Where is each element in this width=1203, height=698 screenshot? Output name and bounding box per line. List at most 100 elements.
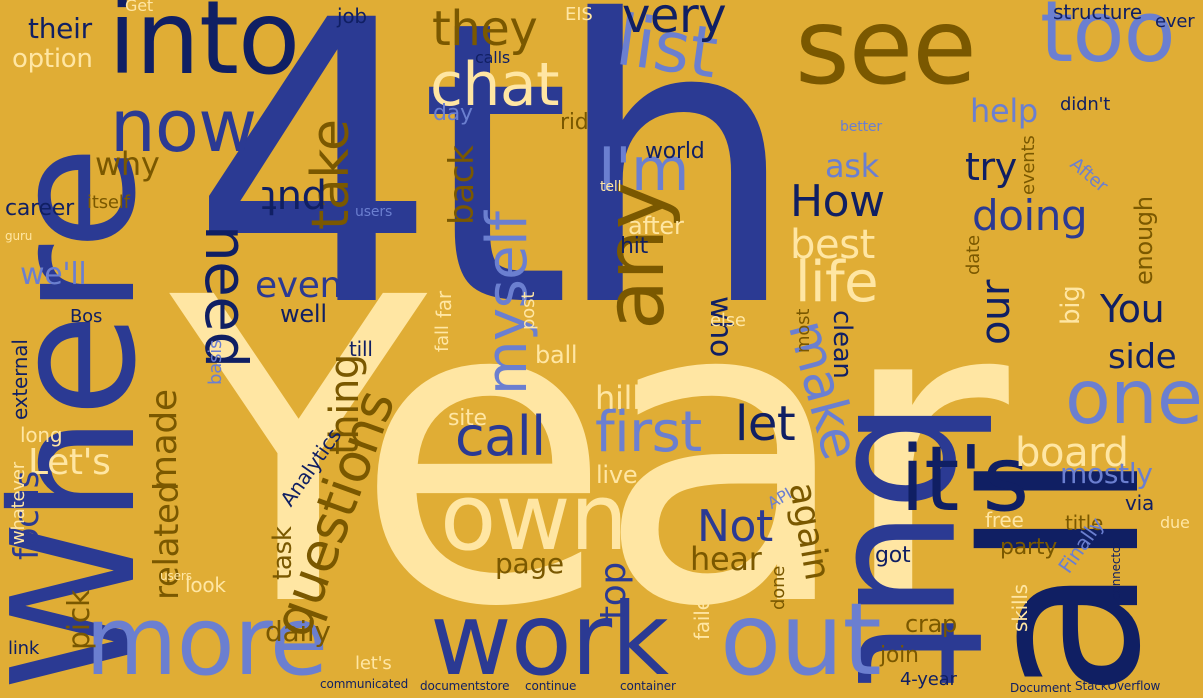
word-made: made — [144, 389, 185, 490]
word-now: now — [110, 84, 257, 168]
word-ball: ball — [535, 341, 578, 369]
word-users2: users — [160, 569, 192, 583]
word-well-short: we'll — [20, 257, 87, 292]
word-see: see — [795, 0, 977, 108]
word-top: top — [593, 562, 634, 620]
word-back: back — [442, 145, 482, 225]
word-most: most — [793, 308, 814, 353]
word-try: try — [965, 145, 1017, 189]
word-done: done — [768, 565, 789, 610]
word-ever: ever — [1155, 11, 1195, 32]
word-join: join — [880, 643, 919, 668]
word-bos: Bos — [70, 306, 103, 327]
word-daily: daily — [265, 615, 331, 648]
word-connector: connector — [1109, 540, 1123, 600]
word-not: Not — [697, 501, 773, 552]
word-after: after — [628, 212, 684, 240]
word-life: life — [795, 250, 879, 315]
word-out: out — [720, 581, 882, 698]
word-lets-lower: let's — [355, 653, 392, 674]
word-why: why — [95, 145, 160, 183]
word-how: How — [790, 176, 885, 227]
word-post: post — [518, 291, 539, 330]
word-big: big — [1056, 285, 1086, 325]
word-better: better — [840, 119, 883, 135]
word-you: You — [1100, 287, 1165, 331]
word-long: long — [20, 423, 63, 447]
word-continue: continue — [525, 679, 577, 693]
word-into: into — [108, 0, 300, 98]
word-one: one — [1065, 353, 1203, 441]
word-via: via — [1125, 491, 1155, 515]
word-guru: guru — [5, 229, 33, 243]
word-hill: hill — [595, 379, 641, 417]
word-work: work — [430, 581, 669, 698]
word-structure: structure — [1053, 0, 1142, 24]
word-year: Year — [170, 210, 1009, 698]
word-their: their — [28, 12, 92, 45]
word-look: look — [185, 573, 226, 597]
word-title: title — [1065, 511, 1104, 535]
word-day: day — [433, 101, 473, 126]
word-chat: chat — [430, 50, 560, 120]
word-very: very — [622, 0, 727, 44]
word-party: party — [1000, 535, 1058, 560]
word-crap: crap — [905, 610, 958, 638]
word-4year: 4-year — [900, 669, 957, 690]
word-after2: After — [1065, 153, 1112, 197]
word-option: option — [12, 44, 93, 74]
word-era: era — [393, 520, 422, 541]
word-link: link — [8, 638, 40, 659]
word-skills: skills — [1008, 584, 1032, 632]
word-doing: doing — [972, 191, 1088, 240]
word-else: else — [710, 310, 746, 331]
word-whatever: whatever — [8, 462, 29, 545]
word-its: it's — [900, 427, 1029, 532]
word-events: events — [1018, 135, 1039, 195]
word-basis: basis — [205, 339, 226, 385]
word-job: job — [337, 4, 367, 28]
word-external: external — [8, 339, 32, 420]
word-put: put — [261, 177, 327, 223]
word-4th: 4th — [190, 0, 799, 392]
word-mostly: mostly — [1060, 457, 1153, 490]
word-career: career — [5, 196, 74, 221]
word-task: task — [268, 526, 298, 580]
word-side: side — [1108, 337, 1177, 377]
word-call: call — [455, 405, 546, 468]
word-free: free — [985, 508, 1024, 532]
word-far: far — [432, 291, 456, 318]
word-let: let — [735, 396, 796, 452]
word-even: even — [255, 265, 342, 306]
word-failed: failed — [690, 585, 714, 640]
word-communicated: communicated — [320, 677, 409, 691]
word-im: I'm — [598, 135, 689, 205]
word-enough: enough — [1130, 196, 1158, 285]
word-well: well — [280, 300, 327, 328]
word-first: first — [595, 400, 702, 465]
word-they: they — [432, 1, 538, 57]
word-world: world — [645, 139, 705, 164]
word-date: date — [963, 235, 984, 275]
word-tell: tell — [600, 179, 622, 195]
word-more: more — [85, 587, 328, 697]
word-users: users — [355, 204, 393, 220]
word-rid: rid — [560, 110, 589, 135]
word-fall: fall — [432, 325, 453, 352]
word-document: Document — [1010, 681, 1072, 695]
word-board: board — [1015, 430, 1129, 476]
word-itself: itself — [87, 192, 130, 213]
word-help: help — [970, 92, 1038, 130]
word-pick: pick — [62, 589, 97, 650]
word-clean: clean — [827, 310, 857, 379]
word-best: best — [790, 222, 875, 268]
word-ask: ask — [825, 147, 879, 185]
word-didnt: didn't — [1060, 94, 1111, 115]
word-due: due — [1160, 513, 1190, 532]
word-live: live — [596, 461, 638, 489]
word-hit: hit — [620, 234, 649, 259]
word-documentstore: documentstore — [420, 679, 510, 693]
word-get: Get — [125, 0, 154, 15]
word-own: own — [440, 464, 628, 571]
word-too: too — [1040, 0, 1176, 82]
